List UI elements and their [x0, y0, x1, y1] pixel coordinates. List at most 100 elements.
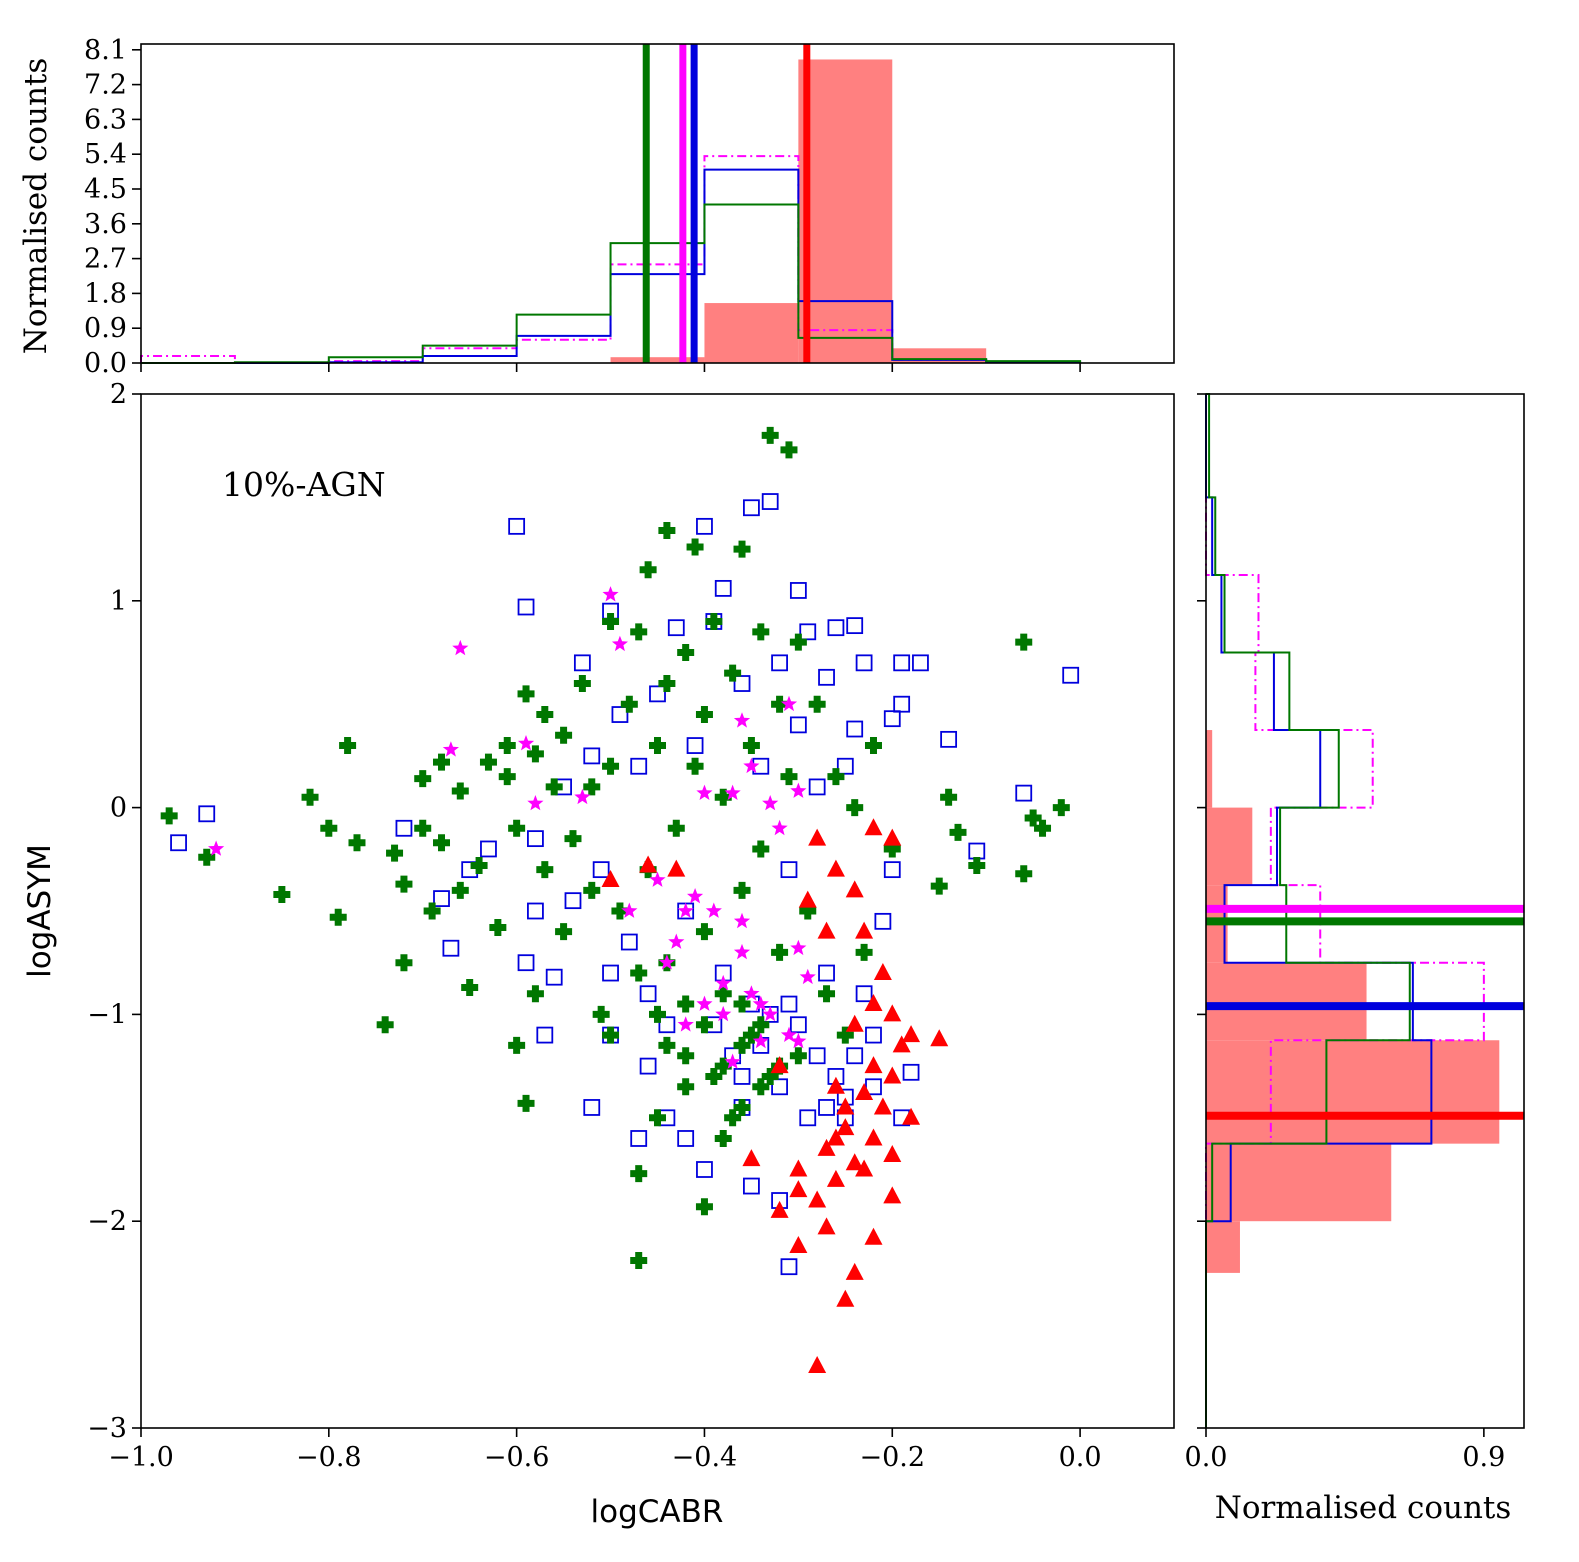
green-plus-point — [451, 881, 469, 899]
blue-square-point — [780, 1258, 798, 1276]
red-triangle-point — [855, 921, 874, 939]
green-plus-point — [630, 1251, 648, 1269]
green-plus-point — [724, 664, 742, 682]
green-plus-point — [733, 881, 751, 899]
green-plus-point — [780, 768, 798, 786]
green-plus-point — [583, 778, 601, 796]
green-plus-point — [498, 768, 516, 786]
blue-square-point — [912, 654, 929, 672]
scatter-points — [160, 426, 1080, 1373]
main-x-tick-label: −0.6 — [484, 1442, 550, 1473]
top-y-tick-label: 5.4 — [84, 139, 127, 170]
blue-square-point — [846, 1047, 864, 1065]
blue-square-point — [658, 1016, 676, 1034]
green-plus-point — [649, 737, 666, 755]
green-plus-point — [855, 943, 873, 961]
green-plus-point — [742, 737, 760, 755]
green-plus-point — [620, 695, 638, 713]
right-hist-medians — [1206, 904, 1524, 1120]
magenta-star-point — [527, 795, 544, 811]
green-plus-point — [677, 1047, 695, 1065]
blue-square-point — [1062, 666, 1080, 684]
top-y-tick-label: 7.2 — [84, 70, 127, 101]
red-triangle-point — [826, 1128, 845, 1146]
green-plus-point — [602, 1026, 620, 1044]
right-hist-agn-bar — [1206, 962, 1367, 1041]
blue-square-point — [620, 933, 638, 951]
red-triangle-point — [883, 1004, 902, 1022]
green-plus-point — [273, 885, 291, 903]
red-triangle-point — [845, 1014, 864, 1032]
green-plus-point — [752, 1078, 770, 1096]
red-triangle-point — [883, 828, 902, 846]
red-triangle-point — [601, 869, 620, 887]
blue-square-point — [827, 619, 845, 637]
red-triangle-point — [742, 1149, 761, 1167]
green-plus-point — [649, 1005, 666, 1023]
green-plus-point — [433, 834, 451, 852]
blue-square-point — [968, 842, 986, 860]
red-triangle-point — [845, 1262, 864, 1280]
green-plus-point — [573, 675, 591, 693]
right-hist-agn-bar — [1206, 1221, 1240, 1273]
top-y-tick-label: 0.9 — [84, 313, 127, 344]
green-plus-point — [1024, 809, 1042, 827]
blue-square-point — [611, 706, 629, 723]
magenta-star-point — [677, 1016, 694, 1032]
blue-square-point — [527, 830, 544, 848]
magenta-star-point — [677, 902, 694, 918]
blue-square-point — [940, 730, 958, 748]
green-plus-point — [320, 819, 338, 837]
red-triangle-point — [864, 1227, 883, 1245]
blue-square-point — [733, 1068, 751, 1085]
green-plus-point — [611, 902, 629, 920]
green-plus-point — [771, 695, 789, 713]
green-plus-point — [930, 877, 948, 895]
green-plus-point — [733, 540, 751, 558]
blue-square-point — [855, 654, 873, 672]
green-plus-point — [818, 985, 836, 1003]
green-plus-point — [592, 1005, 610, 1023]
green-plus-point — [583, 881, 601, 899]
green-plus-point — [940, 788, 958, 806]
blue-square-point — [771, 1078, 788, 1096]
magenta-star-point — [762, 1005, 779, 1022]
main-y-tick-label: 2 — [110, 379, 127, 410]
red-triangle-point — [883, 1066, 902, 1084]
main-y-tick-label: −2 — [87, 1206, 127, 1237]
blue-square-point — [527, 902, 544, 920]
green-plus-point — [846, 799, 864, 817]
green-plus-point — [714, 985, 732, 1003]
blue-square-point — [395, 819, 413, 837]
right-y-ticks — [1197, 393, 1206, 1429]
green-plus-point — [526, 745, 544, 763]
top-y-tick-label: 8.1 — [84, 35, 127, 66]
red-triangle-point — [873, 963, 892, 981]
red-triangle-point — [826, 859, 845, 877]
blue-square-point — [170, 834, 187, 852]
green-plus-point — [1015, 865, 1033, 883]
magenta-star-point — [762, 795, 779, 811]
red-triangle-point — [883, 1145, 902, 1163]
green-plus-point — [695, 1016, 713, 1034]
magenta-star-point — [733, 943, 751, 960]
blue-square-point — [696, 517, 713, 535]
main-y-tick-label: −3 — [87, 1413, 127, 1444]
blue-square-point — [564, 892, 582, 910]
green-plus-point — [658, 1036, 676, 1054]
right-x-ticks: 0.0 0.9 — [1185, 1428, 1505, 1473]
green-plus-point — [695, 923, 713, 941]
blue-square-point — [771, 654, 788, 672]
red-triangle-point — [826, 1169, 845, 1187]
green-plus-point — [733, 995, 751, 1013]
main-y-tick-label: −1 — [87, 999, 127, 1030]
magenta-star-point — [771, 819, 788, 836]
green-plus-point — [677, 995, 695, 1013]
top-y-tick-label: 3.6 — [84, 209, 127, 240]
green-plus-point — [1034, 819, 1052, 837]
green-plus-point — [508, 819, 526, 837]
green-plus-point — [301, 788, 319, 806]
blue-square-point — [808, 1047, 826, 1065]
right-histogram: 0.0 0.9 Normalised counts — [1185, 393, 1525, 1526]
green-plus-point — [677, 644, 695, 661]
